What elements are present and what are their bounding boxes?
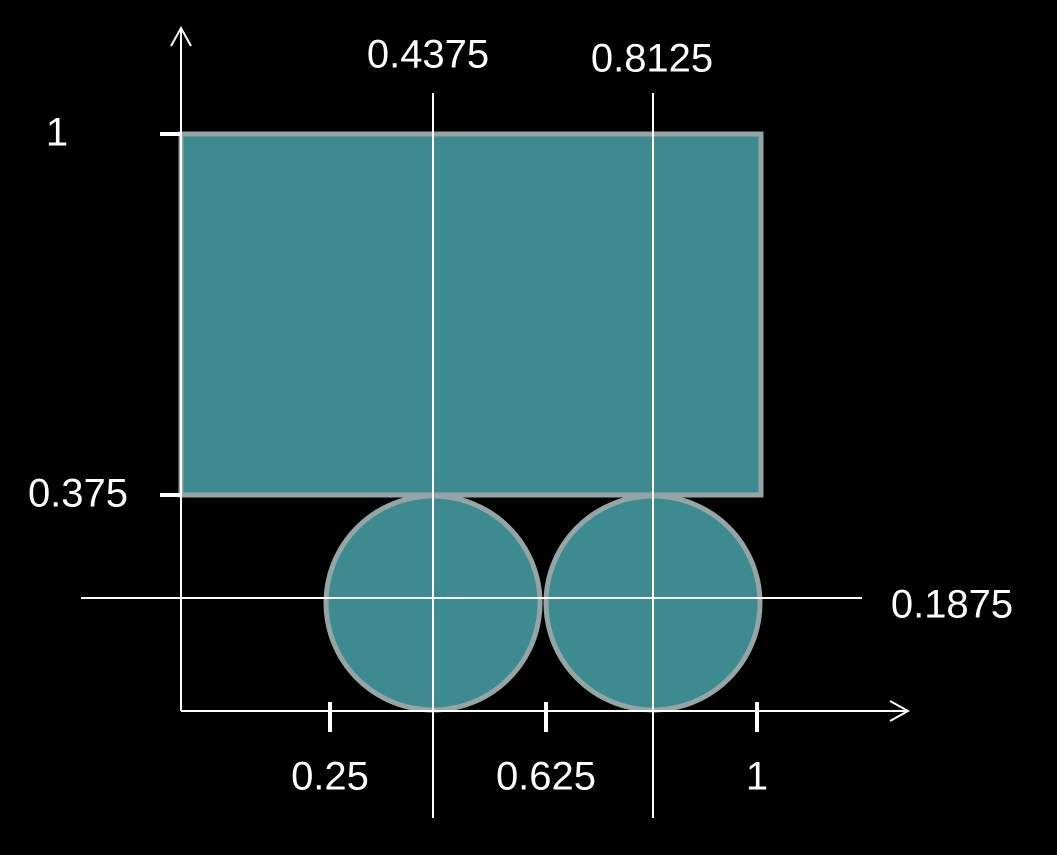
y-arrow xyxy=(170,25,192,47)
vertical-line-label: 0.4375 xyxy=(367,33,489,77)
horizontal-line-label: 0.1875 xyxy=(891,583,1013,627)
x-arrow xyxy=(889,700,911,722)
vertical-line-label: 0.8125 xyxy=(591,37,713,81)
x-tick-label: 0.25 xyxy=(291,755,369,799)
y-tick-label: 0.375 xyxy=(28,472,128,516)
rectangle xyxy=(178,131,764,498)
x-tick-label: 1 xyxy=(746,755,768,799)
x-tick-label: 0.625 xyxy=(496,755,596,799)
y-tick-label: 1 xyxy=(46,111,68,155)
